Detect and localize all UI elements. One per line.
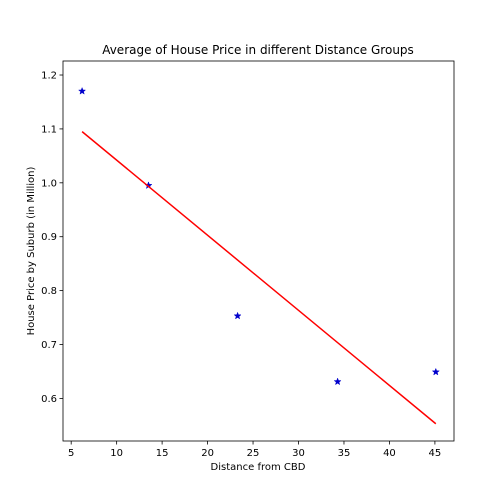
y-tick-label: 1.1 — [41, 124, 57, 135]
chart-title: Average of House Price in different Dist… — [102, 43, 414, 57]
x-tick-label: 30 — [292, 448, 305, 459]
data-point-5 — [431, 367, 440, 376]
x-tick-label: 5 — [68, 448, 74, 459]
y-tick-label: 0.7 — [41, 340, 57, 351]
x-tick-label: 20 — [201, 448, 214, 459]
plot-area-frame — [62, 60, 455, 442]
y-tick-label: 0.8 — [41, 286, 57, 297]
y-tick-label: 0.9 — [41, 232, 57, 243]
x-tick-label: 45 — [429, 448, 442, 459]
y-tick-label: 1.0 — [41, 178, 57, 189]
x-tick-label: 25 — [247, 448, 260, 459]
data-point-3 — [233, 311, 242, 320]
trend-line — [81, 131, 437, 425]
y-tick-label: 1.2 — [41, 71, 57, 82]
x-tick-label: 10 — [110, 448, 123, 459]
x-axis-label: Distance from CBD — [211, 462, 306, 473]
y-tick-label: 0.6 — [41, 394, 57, 405]
x-tick-label: 15 — [156, 448, 169, 459]
x-tick-label: 40 — [383, 448, 396, 459]
data-point-1 — [77, 86, 87, 95]
x-tick-label: 35 — [338, 448, 351, 459]
y-axis-label: House Price by Suburb (in Million) — [26, 166, 37, 335]
data-point-4 — [333, 377, 342, 386]
